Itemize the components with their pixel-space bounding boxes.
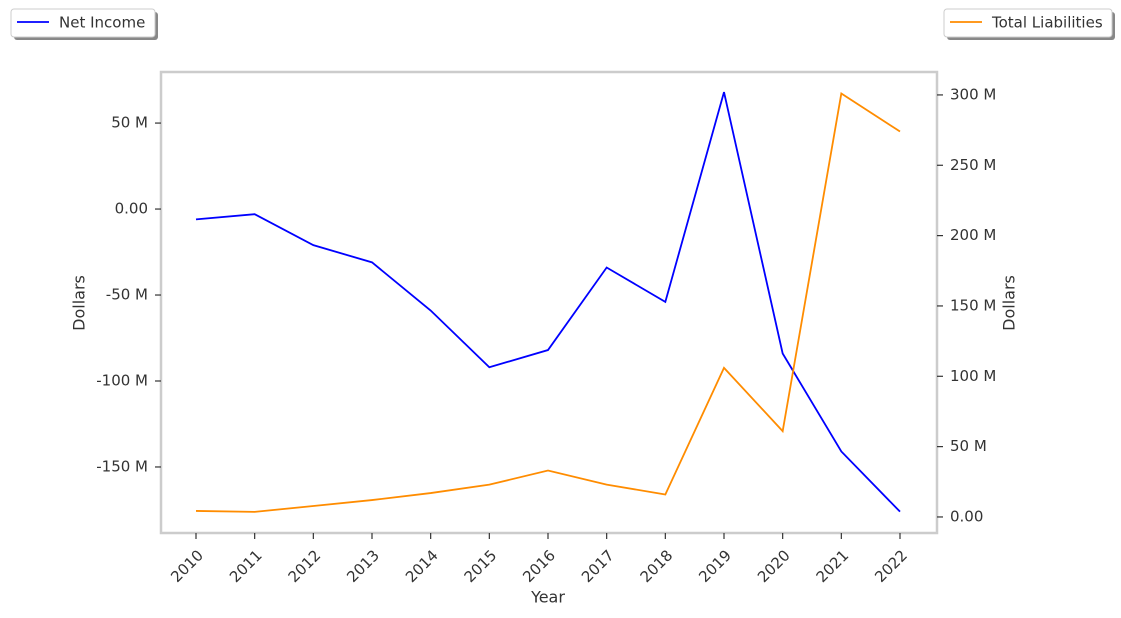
y2-tick-label: 100 M <box>950 367 996 385</box>
y-tick-label: 50 M <box>111 114 148 132</box>
x-tick-label: 2016 <box>519 546 559 586</box>
y-axis-label: Dollars <box>70 275 89 331</box>
x-tick-label: 2019 <box>695 546 735 586</box>
x-tick-label: 2017 <box>578 546 618 586</box>
legend-label: Total Liabilities <box>991 14 1103 32</box>
y2-axis-label: Dollars <box>1000 275 1019 331</box>
y-tick-label: -150 M <box>96 457 148 475</box>
x-tick-label: 2010 <box>167 546 207 586</box>
x-tick-label: 2020 <box>754 546 794 586</box>
series-line <box>195 91 901 513</box>
x-tick-label: 2022 <box>871 546 911 586</box>
x-tick-label: 2014 <box>402 546 442 586</box>
y2-tick-label: 200 M <box>950 226 996 244</box>
legend-label: Net Income <box>59 14 145 32</box>
y-tick-label: 0.00 <box>115 200 148 218</box>
x-axis-label: Year <box>530 588 565 607</box>
y-tick-label: -100 M <box>96 371 148 389</box>
legend-box <box>943 8 1113 38</box>
y2-tick-label: 250 M <box>950 156 996 174</box>
legend-box <box>10 8 156 38</box>
x-tick-label: 2021 <box>813 546 853 586</box>
x-tick-label: 2018 <box>637 546 677 586</box>
x-tick-label: 2012 <box>285 546 325 586</box>
y-tick-label: -50 M <box>106 286 148 304</box>
plot-frame <box>159 70 939 535</box>
series-line <box>195 92 901 513</box>
x-tick-label: 2015 <box>461 546 501 586</box>
x-tick-label: 2011 <box>226 546 266 586</box>
y2-tick-label: 50 M <box>950 437 987 455</box>
y2-tick-label: 0.00 <box>950 507 983 525</box>
x-tick-label: 2013 <box>343 546 383 586</box>
y2-tick-label: 150 M <box>950 296 996 314</box>
y2-tick-label: 300 M <box>950 85 996 103</box>
